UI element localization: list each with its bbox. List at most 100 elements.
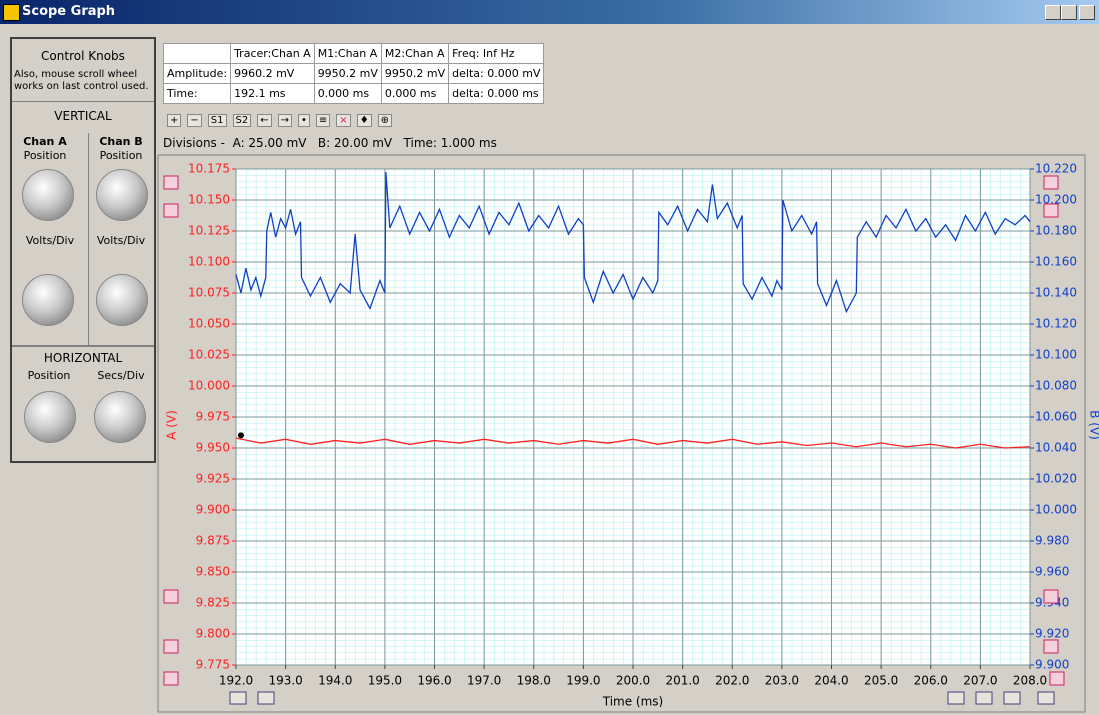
- x-axis-label: Time (ms): [602, 695, 664, 709]
- y2-tick-label: 9.960: [1035, 565, 1069, 579]
- chan-a-position-knob[interactable]: [22, 169, 74, 221]
- knob-label: Secs/Div: [88, 369, 154, 382]
- header-cell: M1:Chan A: [314, 44, 381, 64]
- y2-tick-label: 10.180: [1035, 224, 1077, 238]
- axis-button[interactable]: [1044, 640, 1058, 653]
- panel-note: Also, mouse scroll wheel works on last c…: [14, 69, 154, 93]
- y2-tick-label: 10.120: [1035, 317, 1077, 331]
- tool-button[interactable]: −: [187, 114, 201, 127]
- y-axis-label: A (V): [165, 410, 179, 440]
- section-label: VERTICAL: [12, 109, 154, 123]
- tool-button[interactable]: ≡: [316, 114, 330, 127]
- x-tick-label: 193.0: [268, 674, 302, 688]
- channel-label: Chan A: [12, 135, 78, 148]
- minimize-button[interactable]: [1045, 5, 1061, 20]
- axis-button[interactable]: [1004, 692, 1020, 704]
- y-tick-label: 9.775: [196, 658, 230, 672]
- h-position-knob[interactable]: [24, 391, 76, 443]
- axis-button[interactable]: [164, 640, 178, 653]
- axis-button[interactable]: [164, 204, 178, 217]
- cell: 192.1 ms: [231, 84, 315, 104]
- y-tick-label: 10.050: [188, 317, 230, 331]
- axis-button[interactable]: [258, 692, 274, 704]
- axis-button[interactable]: [164, 672, 178, 685]
- cell: 0.000 ms: [381, 84, 448, 104]
- x-tick-label: 194.0: [318, 674, 352, 688]
- close-button[interactable]: [1079, 5, 1095, 20]
- y-tick-label: 10.025: [188, 348, 230, 362]
- axis-button[interactable]: [976, 692, 992, 704]
- y2-tick-label: 10.020: [1035, 472, 1077, 486]
- x-tick-label: 195.0: [368, 674, 402, 688]
- x-tick-label: 199.0: [566, 674, 600, 688]
- row-label: Amplitude:: [164, 64, 231, 84]
- y-tick-label: 10.000: [188, 379, 230, 393]
- tool-button[interactable]: ⊕: [378, 114, 392, 127]
- y-tick-label: 10.150: [188, 193, 230, 207]
- x-tick-label: 204.0: [814, 674, 848, 688]
- cell: 9960.2 mV: [231, 64, 315, 84]
- window: Scope Graph Control Knobs Also, mouse sc…: [0, 0, 1099, 715]
- toolbar: +−S1 S2 ← → • ≡ × ♦ ⊕: [167, 114, 398, 127]
- channel-label: Chan B: [88, 135, 154, 148]
- x-tick-label: 201.0: [665, 674, 699, 688]
- chan-b-position-knob[interactable]: [96, 169, 148, 221]
- tool-button[interactable]: +: [167, 114, 181, 127]
- plot-area: [236, 169, 1030, 665]
- tool-button[interactable]: ♦: [357, 114, 372, 127]
- header-cell: M2:Chan A: [381, 44, 448, 64]
- y2-axis-label: B (V): [1088, 410, 1099, 440]
- y2-tick-label: 10.060: [1035, 410, 1077, 424]
- axis-button[interactable]: [1038, 692, 1054, 704]
- cell: delta: 0.000 mV: [449, 64, 544, 84]
- title-bar: Scope Graph: [0, 0, 1099, 24]
- x-tick-label: 200.0: [616, 674, 650, 688]
- y-tick-label: 10.175: [188, 162, 230, 176]
- header-cell: Freq: Inf Hz: [449, 44, 544, 64]
- y2-tick-label: 9.920: [1035, 627, 1069, 641]
- y2-tick-label: 9.980: [1035, 534, 1069, 548]
- chan-b-volts-knob[interactable]: [96, 274, 148, 326]
- axis-button[interactable]: [1044, 590, 1058, 603]
- tool-button[interactable]: →: [278, 114, 292, 127]
- maximize-button[interactable]: [1061, 5, 1077, 20]
- axis-button[interactable]: [164, 590, 178, 603]
- x-tick-label: 198.0: [517, 674, 551, 688]
- tool-button[interactable]: S2: [233, 114, 252, 127]
- y-tick-label: 9.975: [196, 410, 230, 424]
- cell: delta: 0.000 ms: [449, 84, 544, 104]
- x-tick-label: 192.0: [219, 674, 253, 688]
- axis-button[interactable]: [1050, 672, 1064, 685]
- header-cell: Tracer:Chan A: [231, 44, 315, 64]
- y2-tick-label: 10.220: [1035, 162, 1077, 176]
- window-title: Scope Graph: [22, 4, 115, 19]
- y2-tick-label: 9.900: [1035, 658, 1069, 672]
- section-label: HORIZONTAL: [12, 351, 154, 365]
- tool-button[interactable]: ←: [257, 114, 271, 127]
- y-tick-label: 9.925: [196, 472, 230, 486]
- row-label: Time:: [164, 84, 231, 104]
- tool-button[interactable]: •: [298, 114, 310, 127]
- y-tick-label: 9.800: [196, 627, 230, 641]
- axis-button[interactable]: [1044, 204, 1058, 217]
- axis-button[interactable]: [948, 692, 964, 704]
- x-tick-label: 205.0: [864, 674, 898, 688]
- axis-button[interactable]: [164, 176, 178, 189]
- y-tick-label: 10.075: [188, 286, 230, 300]
- axis-button[interactable]: [1044, 176, 1058, 189]
- y-tick-label: 10.125: [188, 224, 230, 238]
- tool-button[interactable]: S1: [208, 114, 227, 127]
- chan-a-volts-knob[interactable]: [22, 274, 74, 326]
- y-tick-label: 9.850: [196, 565, 230, 579]
- y2-tick-label: 10.080: [1035, 379, 1077, 393]
- y2-tick-label: 10.160: [1035, 255, 1077, 269]
- y-tick-label: 10.100: [188, 255, 230, 269]
- tool-button[interactable]: ×: [336, 114, 350, 127]
- y-tick-label: 9.825: [196, 596, 230, 610]
- app-icon: [3, 4, 20, 21]
- chart-frame: [158, 155, 1085, 712]
- secs-div-knob[interactable]: [94, 391, 146, 443]
- axis-button[interactable]: [230, 692, 246, 704]
- x-tick-label: 203.0: [765, 674, 799, 688]
- y2-tick-label: 10.040: [1035, 441, 1077, 455]
